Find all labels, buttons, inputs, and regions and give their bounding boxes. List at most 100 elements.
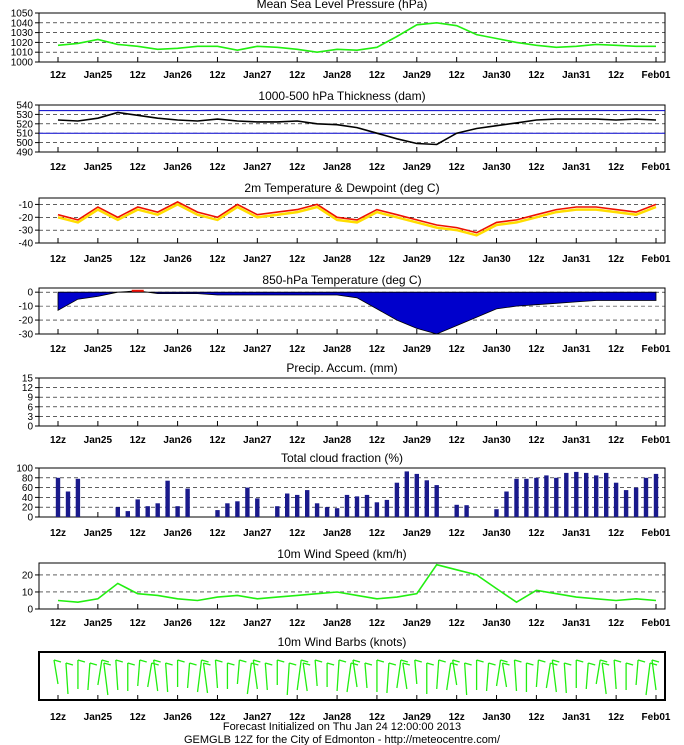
- wind-barb-flag: [127, 662, 135, 666]
- cloud-bar: [504, 491, 509, 517]
- precip-xtick-label: Feb01: [642, 435, 671, 446]
- wind-barb: [402, 662, 408, 690]
- precip-ytick-label: 15: [22, 374, 34, 385]
- mslp-ytick-label: 1020: [11, 38, 34, 49]
- wind-barb-flag: [426, 662, 434, 666]
- cloud-bar: [414, 473, 419, 517]
- thickness-xtick-label: Jan27: [243, 162, 272, 173]
- footer-model-source: GEMGLB 12Z for the City of Edmonton - ht…: [184, 734, 501, 745]
- cloud-xtick-label: Jan30: [482, 528, 511, 539]
- wind-barb-flag: [552, 659, 560, 663]
- cloud-bar: [594, 475, 599, 517]
- cloud-bar: [245, 487, 250, 517]
- wind-xtick-label: Jan26: [163, 618, 192, 629]
- cloud-bar: [434, 485, 439, 517]
- cloud-bar: [364, 494, 370, 517]
- precip-title: Precip. Accum. (mm): [286, 361, 397, 375]
- cloud-bar: [235, 501, 240, 517]
- temp_dew-xtick-label: 12z: [528, 254, 544, 265]
- wind-barb: [563, 662, 567, 694]
- cloud-bar: [534, 477, 539, 517]
- mslp-xtick-label: 12z: [608, 70, 624, 81]
- cloud-xtick-label: 12z: [130, 528, 146, 539]
- wind-barb: [236, 659, 241, 685]
- mslp-ytick-label: 1010: [11, 48, 34, 59]
- temp_dew-title: 2m Temperature & Dewpoint (deg C): [244, 181, 439, 195]
- wind-series-line-0: [57, 563, 657, 604]
- cloud-bar: [75, 478, 81, 517]
- wind-barb: [352, 659, 358, 688]
- wind-barb-flag: [588, 662, 596, 666]
- thickness-xtick-label: 12z: [50, 162, 66, 173]
- wind-barb-flag: [550, 662, 558, 666]
- wind-barb: [513, 659, 518, 692]
- wind-barb: [551, 659, 557, 693]
- wind-barb: [286, 662, 290, 696]
- wind-barb: [53, 659, 59, 685]
- precip-xtick-label: 12z: [449, 435, 465, 446]
- precip-xtick-label: Jan31: [562, 435, 591, 446]
- wind-xtick-label: Jan28: [323, 618, 352, 629]
- cloud-xtick-label: Jan27: [243, 528, 272, 539]
- precip-xtick-label: 12z: [528, 435, 544, 446]
- barbs-xtick-label: Jan29: [403, 712, 432, 723]
- t850-xtick-label: 12z: [50, 344, 66, 355]
- cloud-bar: [155, 503, 160, 517]
- barbs-xtick-label: 12z: [50, 712, 66, 723]
- wind-barb: [535, 659, 540, 688]
- mslp-title: Mean Sea Level Pressure (hPa): [257, 0, 428, 11]
- thickness-frame: [38, 104, 666, 153]
- wind-barb: [595, 659, 601, 685]
- wind-barb-flag: [139, 659, 147, 663]
- wind-barb-flag: [115, 659, 123, 663]
- wind-xtick-label: Jan25: [84, 618, 113, 629]
- mslp-xtick-label: 12z: [289, 70, 305, 81]
- wind-barb-flag: [251, 662, 259, 666]
- cloud-bar: [404, 471, 409, 517]
- temp_dew-ytick-label: -30: [19, 226, 34, 237]
- wind-xtick-label: Jan31: [562, 618, 591, 629]
- cloud-bar: [324, 507, 330, 517]
- wind-barb: [452, 659, 458, 686]
- cloud-bar: [464, 505, 469, 517]
- cloud-bar: [613, 482, 619, 517]
- cloud-bar: [574, 471, 579, 517]
- wind-xtick-label: 12z: [209, 618, 225, 629]
- wind-barb: [147, 662, 153, 688]
- wind-barb-flag: [301, 659, 309, 663]
- t850-area-fill: [57, 290, 657, 335]
- mslp-xtick-label: Jan28: [323, 70, 352, 81]
- wind-barb-flag: [151, 662, 159, 666]
- wind-barb: [463, 662, 468, 696]
- t850-xtick-label: Feb01: [642, 344, 671, 355]
- barbs-xtick-label: 12z: [608, 712, 624, 723]
- cloud-xtick-label: 12z: [209, 528, 225, 539]
- wind-barb: [651, 659, 657, 691]
- thickness-xtick-label: Jan31: [562, 162, 591, 173]
- wind-barb-flag: [402, 662, 411, 666]
- thickness-ytick-label: 490: [16, 148, 33, 159]
- cloud-bar: [175, 506, 180, 517]
- barbs-xtick-label: 12z: [449, 712, 465, 723]
- cloud-bar: [225, 503, 230, 517]
- wind-barb-flag: [538, 659, 546, 663]
- wind-barb-flag: [302, 662, 311, 666]
- wind-barb-flag: [564, 662, 572, 666]
- cloud-xtick-label: Jan26: [163, 528, 192, 539]
- thickness-xtick-label: 12z: [289, 162, 305, 173]
- wind-barb-flag: [600, 659, 608, 663]
- temp_dew-frame: [38, 197, 666, 244]
- precip-ytick-label: 6: [27, 402, 33, 413]
- t850-xtick-label: Jan27: [243, 344, 272, 355]
- precip-ytick-label: 0: [27, 422, 33, 433]
- wind-xtick-label: 12z: [608, 618, 624, 629]
- cloud-bar: [185, 488, 190, 517]
- wind-barb-flag: [476, 659, 484, 663]
- thickness-xtick-label: 12z: [608, 162, 624, 173]
- t850-title: 850-hPa Temperature (deg C): [262, 273, 421, 287]
- t850-xtick-label: 12z: [608, 344, 624, 355]
- wind-barb: [115, 659, 119, 691]
- mslp-xtick-label: 12z: [50, 70, 66, 81]
- temp_dew-ytick-label: -20: [19, 213, 34, 224]
